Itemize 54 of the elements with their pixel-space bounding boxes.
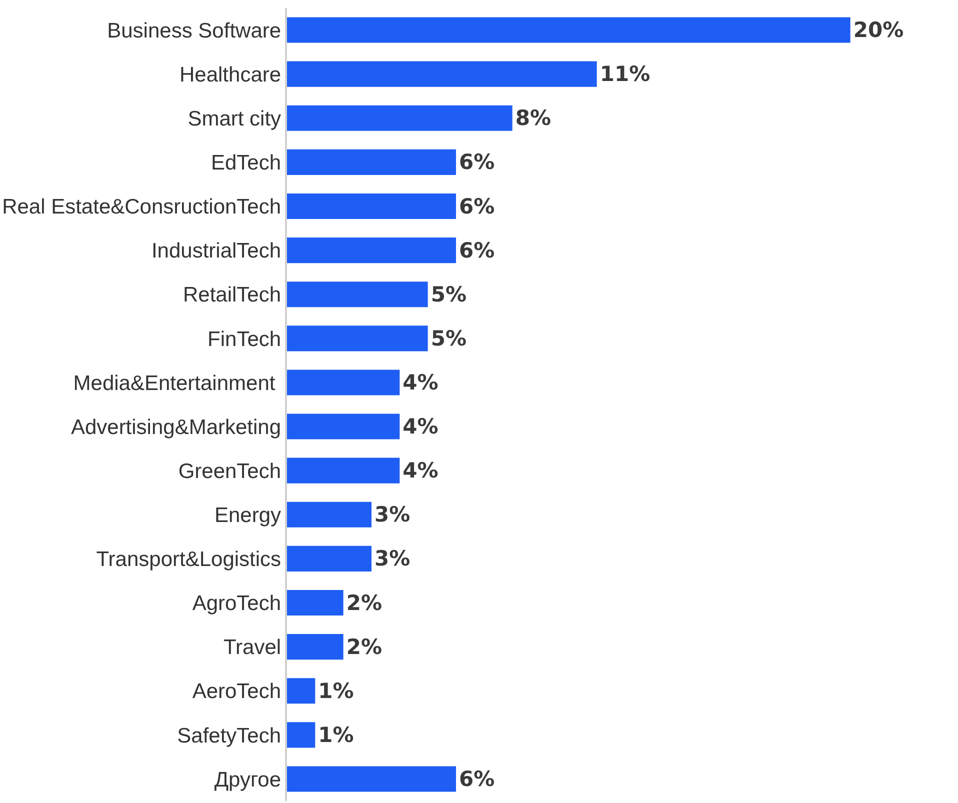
y-tick-label: Travel (223, 636, 282, 660)
data-label: 1% (318, 722, 354, 747)
y-tick-label: IndustrialTech (151, 240, 282, 263)
bar (287, 370, 400, 396)
bar (287, 634, 344, 660)
bar (287, 238, 456, 264)
y-tick-label: Smart city (188, 107, 282, 130)
y-tick-label: Energy (214, 504, 282, 527)
y-tick-label: FinTech (208, 328, 282, 351)
data-label: 2% (346, 634, 382, 659)
y-tick-label: Advertising&Marketing (70, 416, 282, 439)
y-tick-label: AgroTech (192, 592, 282, 616)
data-label: 6% (459, 194, 495, 218)
data-label: 8% (515, 106, 551, 130)
y-tick-label: Healthcare (179, 63, 282, 86)
data-label: 11% (600, 62, 650, 86)
data-label: 6% (459, 150, 495, 174)
y-tick-label: Другое (214, 768, 282, 792)
data-label: 2% (346, 590, 382, 615)
data-label: 4% (402, 414, 438, 439)
bar (287, 193, 456, 220)
y-tick-label: Transport&Logistics (96, 548, 282, 572)
data-label: 3% (374, 546, 410, 571)
bar (287, 590, 344, 616)
y-tick-label: Media&Entertainment (73, 372, 282, 395)
y-tick-label: EdTech (211, 152, 282, 175)
data-label: 6% (459, 238, 495, 262)
bar (287, 502, 372, 528)
data-label: 3% (374, 502, 410, 527)
y-tick-label: Business Software (107, 19, 282, 42)
bar (287, 722, 316, 748)
bar (287, 678, 316, 704)
bar (287, 61, 597, 87)
y-tick-label: GreenTech (178, 460, 282, 483)
y-tick-label: SafetyTech (177, 724, 282, 748)
data-label: 4% (402, 370, 438, 394)
data-label: 20% (853, 18, 904, 42)
data-label: 6% (459, 766, 495, 791)
bar (287, 458, 400, 484)
bar (287, 326, 428, 352)
data-label: 1% (318, 678, 354, 703)
bar (287, 546, 372, 572)
y-tick-label: Real Estate&ConsructionTech (2, 196, 282, 219)
bar (287, 105, 512, 131)
y-tick-label: AeroTech (192, 680, 282, 704)
bar (287, 17, 850, 43)
bar (287, 149, 456, 175)
data-label: 5% (430, 326, 466, 350)
bar (287, 414, 400, 440)
data-label: 4% (402, 458, 438, 483)
bar (287, 282, 428, 308)
y-tick-label: RetailTech (182, 284, 282, 307)
data-label: 5% (430, 282, 466, 306)
bar (287, 766, 456, 792)
